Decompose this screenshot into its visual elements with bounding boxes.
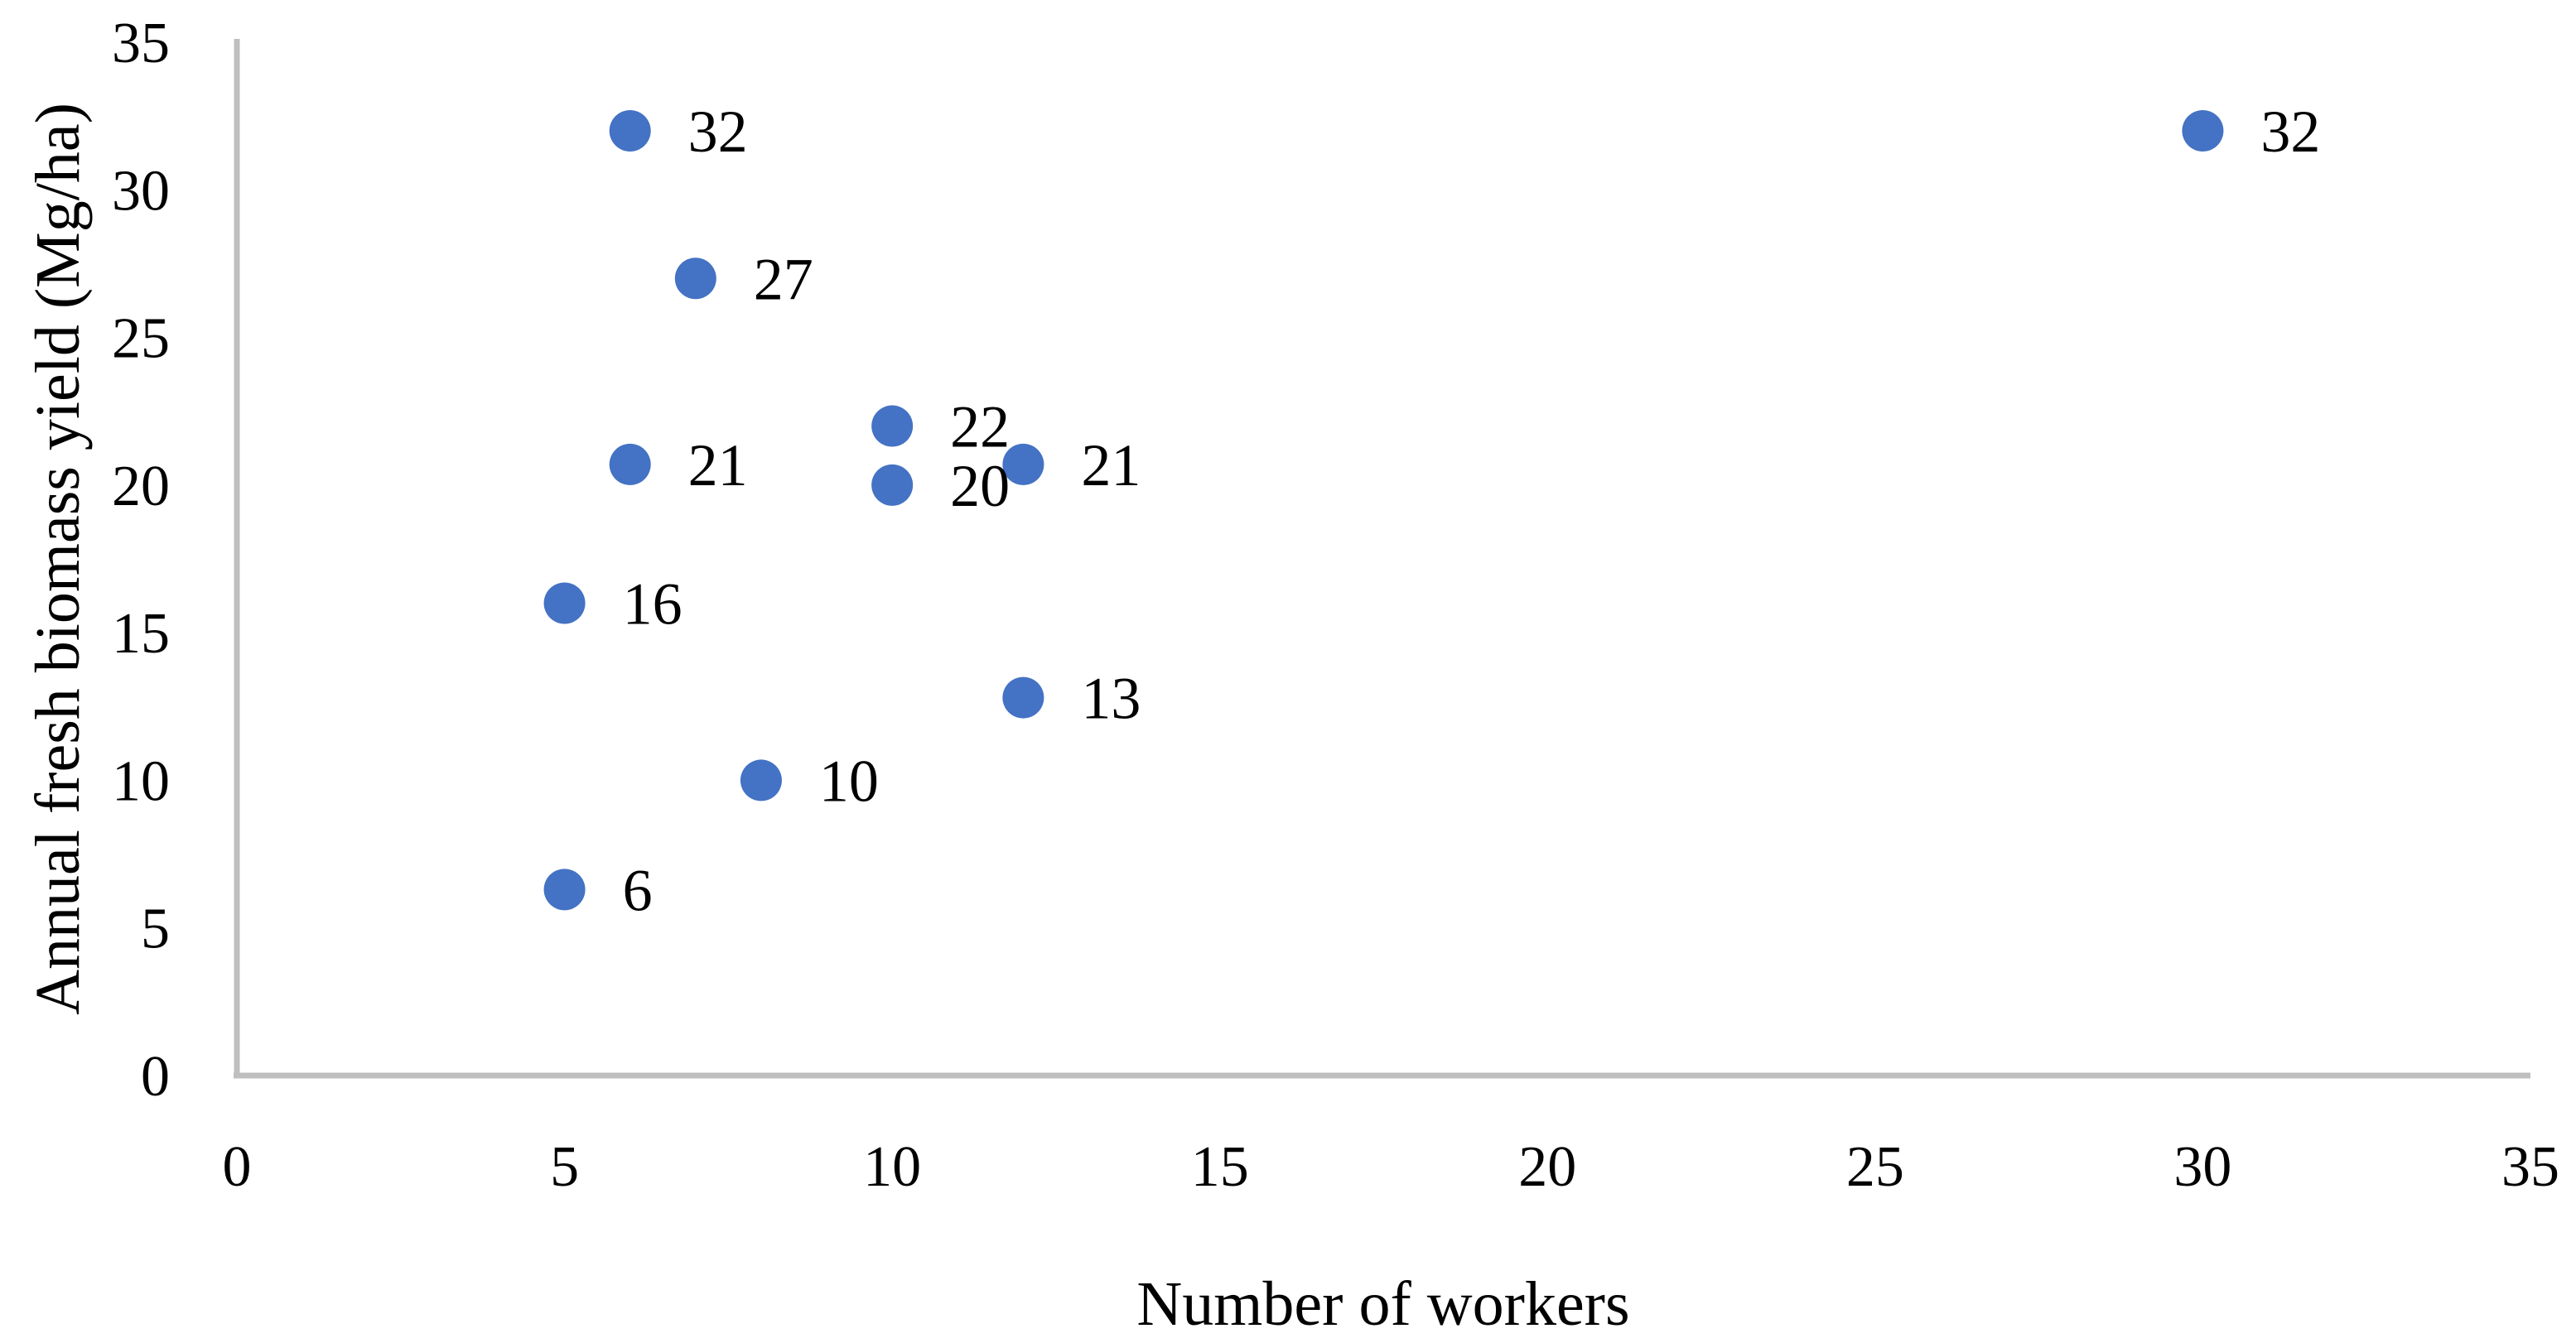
y-tick-label: 30 [112,159,170,223]
y-axis-title: Annual fresh biomass yield (Mg/ha) [23,103,93,1015]
x-tick-label: 10 [863,1135,921,1199]
data-point-label: 32 [688,99,748,165]
x-tick-label: 0 [223,1135,252,1199]
data-point [1002,676,1044,719]
x-axis-tick-labels: 0 5 10 15 20 25 30 35 [223,1135,2560,1199]
x-tick-label: 20 [1518,1135,1576,1199]
data-point [871,405,914,447]
y-tick-label: 10 [112,749,170,813]
data-point-label: 13 [1081,666,1141,732]
data-point-label: 27 [754,246,813,312]
x-axis-title: Number of workers [1136,1269,1629,1339]
data-point [2182,109,2224,152]
data-point-label: 32 [2260,99,2320,165]
x-tick-label: 30 [2173,1135,2231,1199]
data-point [543,869,586,911]
data-point-label: 20 [950,453,1010,519]
y-tick-label: 5 [141,898,170,961]
y-tick-label: 25 [112,307,170,371]
data-point [871,464,914,506]
data-point-label: 10 [819,748,879,814]
y-axis-tick-labels: 0 5 10 15 20 25 30 35 [112,12,170,1109]
data-point [609,109,651,152]
data-point-label: 22 [950,394,1010,460]
y-tick-label: 35 [112,12,170,75]
data-point-label: 21 [1081,432,1141,498]
data-point [1002,443,1044,485]
data-point [674,258,716,300]
x-tick-label: 15 [1191,1135,1249,1199]
y-tick-label: 20 [112,455,170,518]
data-point [543,582,586,624]
data-point-label: 6 [623,857,653,923]
x-tick-label: 35 [2501,1135,2559,1199]
data-point [740,759,782,801]
y-tick-label: 0 [141,1045,170,1109]
data-point-label: 16 [623,570,683,637]
data-points [543,109,2224,911]
y-tick-label: 15 [112,602,170,666]
x-tick-label: 5 [550,1135,579,1199]
x-tick-label: 25 [1846,1135,1904,1199]
axes [234,39,2530,1079]
data-point [609,443,651,485]
data-point-labels: 32 27 22 21 20 21 16 13 10 6 32 [623,99,2321,923]
data-point-label: 21 [688,432,748,498]
